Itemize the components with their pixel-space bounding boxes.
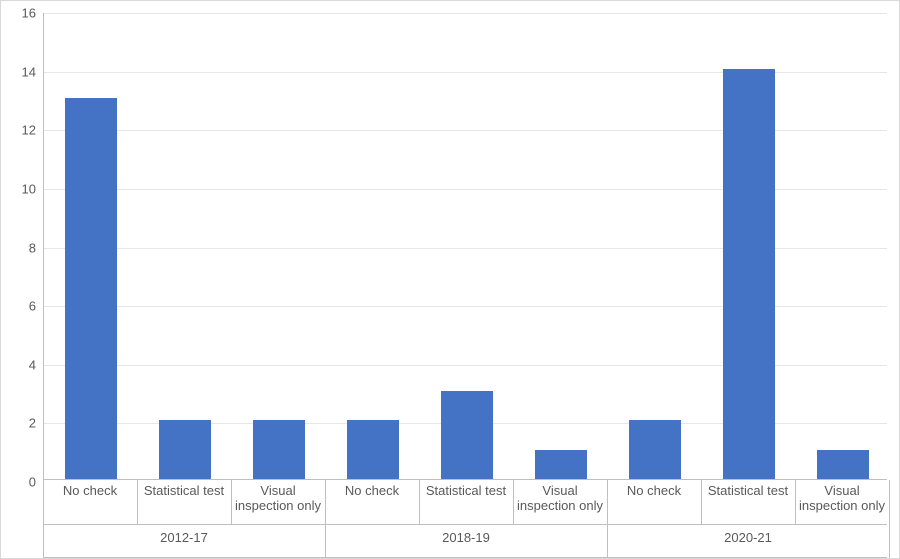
y-tick-label: 16 xyxy=(22,6,44,21)
category-divider xyxy=(795,480,796,524)
group-divider xyxy=(43,480,44,558)
y-tick-label: 6 xyxy=(29,299,44,314)
bar xyxy=(723,69,775,479)
x-bar-label: Visual inspection only xyxy=(795,484,889,514)
group-divider xyxy=(889,480,890,558)
x-bar-label: Visual inspection only xyxy=(513,484,607,514)
y-tick-label: 4 xyxy=(29,357,44,372)
y-tick-label: 14 xyxy=(22,64,44,79)
bar xyxy=(347,420,399,479)
x-bar-label: Statistical test xyxy=(137,484,231,499)
group-divider xyxy=(607,480,608,558)
category-divider xyxy=(419,480,420,524)
plot-area: 0246810121416 xyxy=(43,13,887,480)
bar xyxy=(65,98,117,479)
x-bar-label: Statistical test xyxy=(701,484,795,499)
chart-frame: 0246810121416 No checkStatistical testVi… xyxy=(0,0,900,559)
bar xyxy=(253,420,305,479)
x-axis-bottom-border xyxy=(43,557,887,558)
bar xyxy=(159,420,211,479)
group-divider xyxy=(325,480,326,558)
x-axis-area: No checkStatistical testVisual inspectio… xyxy=(43,480,887,558)
category-divider xyxy=(137,480,138,524)
x-bar-label: Statistical test xyxy=(419,484,513,499)
y-tick-label: 12 xyxy=(22,123,44,138)
grid-line xyxy=(44,13,887,14)
x-group-label: 2012-17 xyxy=(43,530,325,545)
x-group-label: 2020-21 xyxy=(607,530,889,545)
y-tick-label: 8 xyxy=(29,240,44,255)
bar xyxy=(535,450,587,479)
category-divider xyxy=(513,480,514,524)
bar xyxy=(629,420,681,479)
bar xyxy=(441,391,493,479)
y-tick-label: 2 xyxy=(29,416,44,431)
x-axis-row-divider xyxy=(43,524,887,525)
x-group-label: 2018-19 xyxy=(325,530,607,545)
x-bar-label: No check xyxy=(607,484,701,499)
bar xyxy=(817,450,869,479)
x-bar-label: Visual inspection only xyxy=(231,484,325,514)
y-tick-label: 10 xyxy=(22,181,44,196)
category-divider xyxy=(701,480,702,524)
y-tick-label: 0 xyxy=(29,475,44,490)
x-bar-label: No check xyxy=(43,484,137,499)
category-divider xyxy=(231,480,232,524)
x-bar-label: No check xyxy=(325,484,419,499)
